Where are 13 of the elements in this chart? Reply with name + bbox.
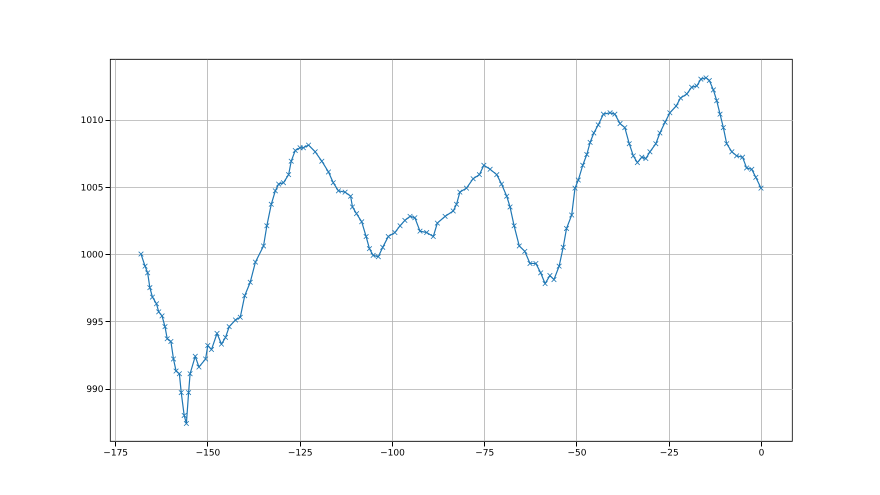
x-tick-label: 0: [758, 448, 765, 458]
x-tick-label: −50: [567, 448, 587, 458]
y-tick-label: 1000: [80, 250, 104, 261]
y-tick-label: 995: [86, 318, 104, 328]
x-tick-label: −25: [660, 448, 679, 458]
x-tick-label: −75: [475, 448, 494, 458]
y-tick-label: 990: [86, 385, 104, 396]
y-tick-label: 1010: [80, 116, 104, 126]
x-tick-label: −175: [103, 448, 128, 458]
x-tick-label: −100: [380, 448, 406, 458]
x-tick-label: −125: [288, 448, 313, 458]
y-tick-label: 1005: [80, 183, 104, 194]
x-tick-label: −150: [196, 448, 221, 458]
